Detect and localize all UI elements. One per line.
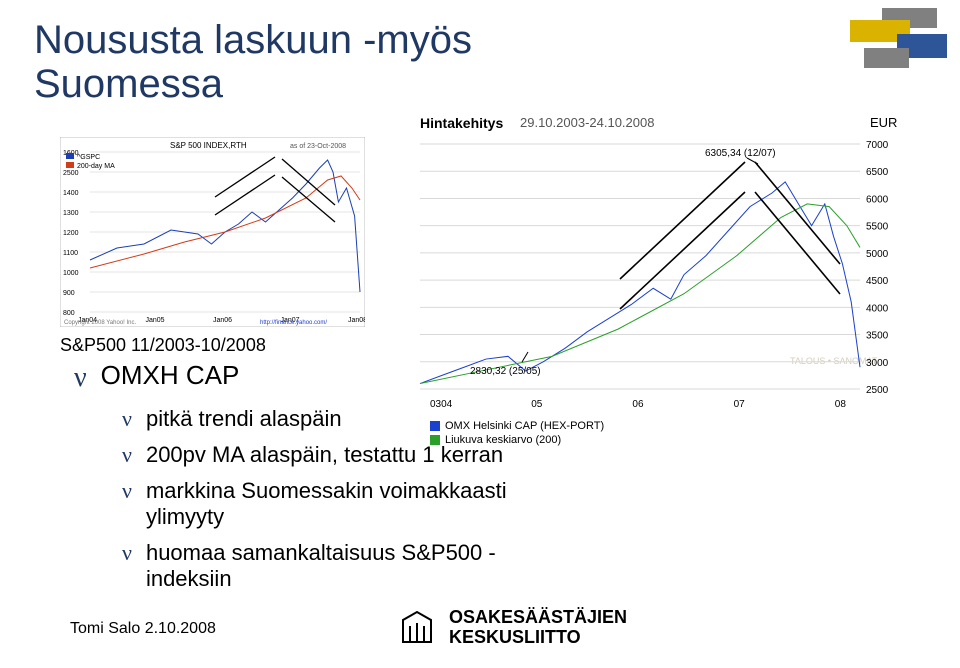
svg-text:1400: 1400 [63, 190, 79, 197]
svg-text:06: 06 [632, 399, 644, 410]
bullet-icon: ν [122, 444, 132, 466]
svg-text:Jan08: Jan08 [348, 317, 365, 324]
bullet-sub-3: ν markkina Suomessakin voimakkaasti ylim… [122, 478, 554, 530]
page-title: Noususta laskuun -myös Suomessa [34, 18, 472, 106]
svg-text:3000: 3000 [866, 358, 889, 369]
bullet-sub-4: ν huomaa samankaltaisuus S&P500 -indeksi… [122, 540, 554, 592]
right-chart-currency: EUR [870, 115, 897, 130]
footer-logo-line1: OSAKESÄÄSTÄJIEN [449, 608, 627, 628]
svg-text:Jan05: Jan05 [146, 317, 165, 324]
svg-text:1000: 1000 [63, 270, 79, 277]
subtitle: S&P500 11/2003-10/2008 [60, 335, 266, 356]
logo-icon [395, 606, 439, 650]
legend-gspc: ^GSPC [77, 154, 100, 161]
svg-text:7000: 7000 [866, 140, 889, 151]
svg-text:2500: 2500 [63, 170, 79, 177]
svg-text:3500: 3500 [866, 331, 889, 342]
left-chart-source: http://finance.yahoo.com/ [260, 320, 327, 326]
title-line1: Noususta laskuun -myös [34, 18, 472, 62]
svg-text:6000: 6000 [866, 194, 889, 205]
bullet-sub2-text: 200pv MA alaspäin, testattu 1 kerran [146, 442, 503, 468]
svg-text:900: 900 [63, 290, 75, 297]
svg-text:800: 800 [63, 310, 75, 317]
footer-logo: OSAKESÄÄSTÄJIEN KESKUSLIITTO [395, 606, 627, 650]
svg-text:1100: 1100 [63, 250, 78, 257]
bullet-sub1-text: pitkä trendi alaspäin [146, 406, 342, 432]
right-chart-date: 29.10.2003-24.10.2008 [520, 115, 654, 130]
right-chart-watermark: TALOUS • SANOMAT [790, 356, 878, 366]
bullet-icon: ν [122, 542, 132, 564]
footer-logo-text: OSAKESÄÄSTÄJIEN KESKUSLIITTO [449, 608, 627, 648]
footer-logo-line2: KESKUSLIITTO [449, 628, 627, 648]
bullet-list: ν OMXH CAP ν pitkä trendi alaspäin ν 200… [74, 360, 554, 602]
svg-text:6500: 6500 [866, 167, 889, 178]
left-chart-title: S&P 500 INDEX,RTH [170, 141, 247, 150]
svg-text:Jan06: Jan06 [213, 317, 232, 324]
svg-text:4500: 4500 [866, 276, 889, 287]
left-chart-copyright: Copyright 2008 Yahoo! Inc. [64, 320, 136, 326]
legend-ma200: 200-day MA [77, 163, 115, 170]
bullet-icon: ν [122, 408, 132, 430]
svg-text:4000: 4000 [866, 303, 889, 314]
svg-text:5000: 5000 [866, 249, 889, 260]
svg-text:1300: 1300 [63, 210, 79, 217]
bullet-sub3-text: markkina Suomessakin voimakkaasti ylimyy… [146, 478, 554, 530]
bullet-icon: ν [122, 480, 132, 502]
svg-text:07: 07 [734, 399, 746, 410]
bullet-icon: ν [74, 364, 87, 392]
svg-text:1200: 1200 [63, 230, 79, 237]
sp500-chart: S&P 500 INDEX,RTH as of 23-Oct-2008 1600… [60, 137, 365, 327]
svg-text:08: 08 [835, 399, 847, 410]
title-line2: Suomessa [34, 62, 472, 106]
right-chart-title: Hintakehitys [420, 115, 503, 131]
bullet-main: ν OMXH CAP [74, 360, 554, 392]
corner-decoration [842, 8, 952, 98]
svg-text:5500: 5500 [866, 222, 889, 233]
footer-date: Tomi Salo 2.10.2008 [70, 620, 216, 638]
bullet-sub4-text: huomaa samankaltaisuus S&P500 -indeksiin [146, 540, 554, 592]
bullet-sub-2: ν 200pv MA alaspäin, testattu 1 kerran [122, 442, 554, 468]
bullet-sub-1: ν pitkä trendi alaspäin [122, 406, 554, 432]
bullet-main-text: OMXH CAP [101, 360, 240, 391]
peak-label: 6305,34 (12/07) [705, 148, 776, 159]
left-chart-asof: as of 23-Oct-2008 [290, 143, 346, 150]
svg-text:2500: 2500 [866, 385, 889, 396]
